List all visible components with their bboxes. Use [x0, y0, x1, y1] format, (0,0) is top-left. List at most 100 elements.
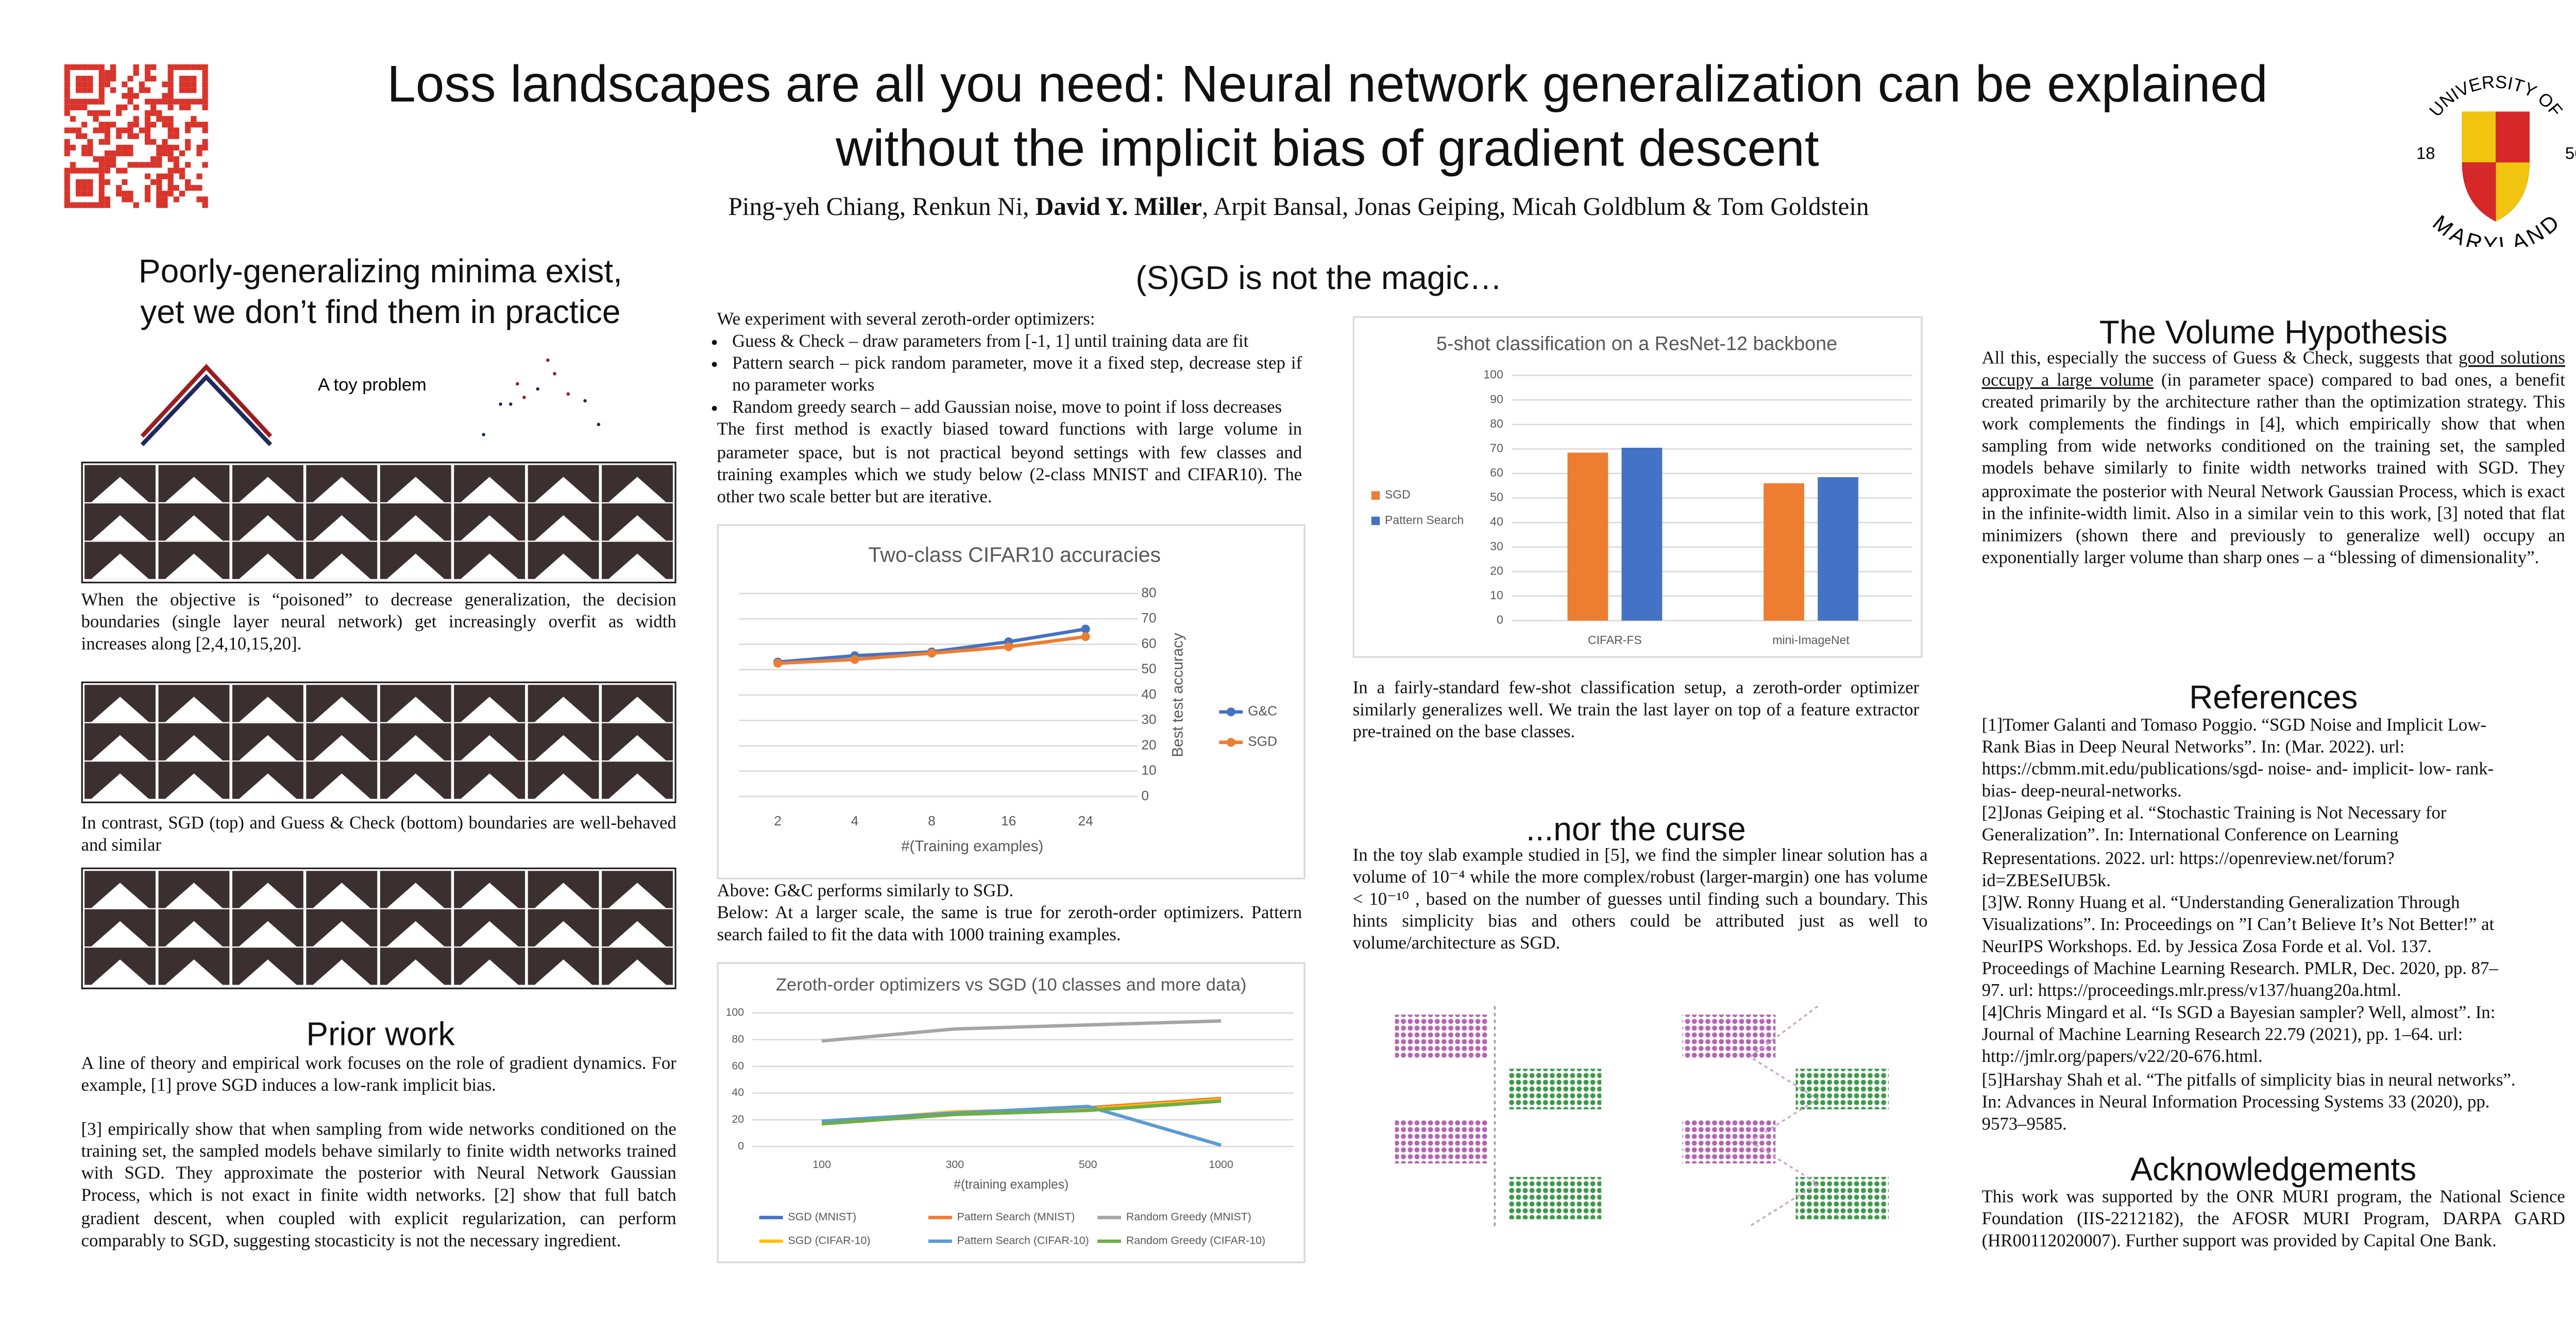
qr-module: [173, 127, 179, 133]
boundary-region: [386, 697, 445, 722]
boundary-region: [165, 735, 223, 760]
qr-module: [139, 127, 145, 133]
boundary-region: [91, 921, 149, 946]
qr-module: [81, 87, 88, 93]
qr-module: [127, 87, 133, 93]
qr-module: [110, 76, 116, 82]
y-tick-label: 50: [1141, 661, 1156, 677]
qr-module: [139, 87, 145, 93]
boundary-region: [91, 697, 149, 722]
boundary-region: [608, 515, 666, 541]
qr-module: [64, 191, 70, 197]
qr-module: [167, 87, 174, 93]
boundary-region: [313, 515, 371, 541]
qr-module: [202, 93, 208, 99]
x-axis-label: #(training examples): [954, 1178, 1069, 1192]
boundary-region: [239, 553, 297, 579]
qr-module: [191, 116, 197, 122]
qr-module: [139, 162, 145, 168]
qr-module: [133, 70, 139, 76]
y-tick-label: 100: [726, 1006, 744, 1019]
boundary-region: [386, 515, 445, 541]
title: Loss landscapes are all you need: Neural…: [304, 53, 2350, 181]
reference: [5]Harshay Shah et al. “The pitfalls of …: [1981, 1071, 2516, 1135]
qr-module: [127, 196, 133, 202]
legend-label: SGD (CIFAR-10): [788, 1235, 870, 1247]
qr-module: [167, 150, 174, 157]
reference: [2]Jonas Geiping et al. “Stochastic Trai…: [1981, 805, 2447, 891]
qr-module: [150, 98, 157, 105]
bar: [1621, 448, 1663, 621]
qr-module: [98, 93, 105, 99]
boundary-region: [91, 959, 149, 985]
boundary-region: [91, 883, 149, 908]
reference: [3]W. Ronny Huang et al. “Understanding …: [1981, 894, 2498, 1002]
qr-module: [98, 110, 105, 116]
qr-module: [116, 167, 122, 174]
qr-module: [104, 167, 110, 174]
qr-module: [156, 116, 162, 122]
boundary-region: [386, 477, 445, 502]
qr-module: [173, 185, 179, 191]
caption-text: Above: G&C performs similarly to SGD.: [717, 883, 1014, 902]
x-axis-label: #(Training examples): [901, 838, 1043, 855]
shield: [2462, 111, 2496, 163]
paragraph: We experiment with several zeroth-order …: [717, 310, 1302, 509]
qr-module: [144, 70, 151, 76]
section-heading: (S)GD is not the magic…: [1136, 260, 1502, 298]
boundary-region: [534, 697, 592, 722]
y-tick-label: 20: [1141, 737, 1156, 752]
boundary-region: [608, 477, 666, 502]
qr-module: [202, 162, 208, 168]
boundary-region: [461, 959, 518, 985]
qr-module: [150, 162, 157, 168]
qr-module: [64, 81, 70, 88]
point: [773, 658, 783, 668]
boundary-region: [386, 553, 445, 579]
qr-module: [122, 144, 128, 151]
toy-label: A toy problem: [318, 375, 427, 395]
paragraph-text: The first method is exactly biased towar…: [717, 421, 1302, 507]
qr-module: [81, 98, 88, 105]
qr-module: [150, 76, 157, 82]
boundary-region: [461, 477, 518, 502]
title-line: without the implicit bias of gradient de…: [836, 120, 1819, 178]
qr-module: [104, 162, 110, 168]
toy-boundary: [140, 364, 273, 438]
qr-module: [81, 185, 88, 191]
qr-module: [173, 64, 179, 70]
qr-module: [122, 167, 128, 174]
point: [1004, 642, 1013, 651]
y-tick-label: 80: [1141, 585, 1156, 600]
qr-module: [76, 81, 82, 88]
legend-swatch: [1371, 516, 1380, 526]
boundary-region: [608, 553, 666, 579]
slab-points: [1795, 1069, 1889, 1110]
qr-module: [144, 127, 151, 133]
qr-module: [202, 202, 208, 208]
qr-module: [167, 76, 174, 82]
qr-module: [87, 139, 93, 145]
qr-module: [98, 173, 105, 179]
qr-module: [98, 139, 105, 145]
x-tick-label: 8: [928, 813, 936, 828]
qr-module: [191, 76, 197, 82]
qr-module: [70, 167, 76, 174]
qr-module: [191, 64, 197, 70]
qr-module: [133, 93, 139, 99]
boundary-region: [386, 773, 445, 799]
section-heading: The Volume Hypothesis: [2099, 314, 2448, 352]
boundary-region: [91, 477, 149, 502]
y-tick-label: 80: [732, 1033, 744, 1045]
qr-module: [76, 64, 82, 70]
chart: Two-class CIFAR10 accuracies 0 10 20 30 40 50 6…: [717, 524, 1306, 880]
y-tick-label: 40: [732, 1086, 744, 1098]
qr-module: [179, 87, 185, 93]
boundary-region: [534, 477, 592, 502]
qr-module: [133, 116, 139, 122]
qr-module: [191, 81, 197, 88]
qr-module: [87, 81, 93, 88]
boundary-region: [313, 921, 371, 946]
qr-module: [202, 87, 208, 93]
qr-module: [191, 98, 197, 105]
